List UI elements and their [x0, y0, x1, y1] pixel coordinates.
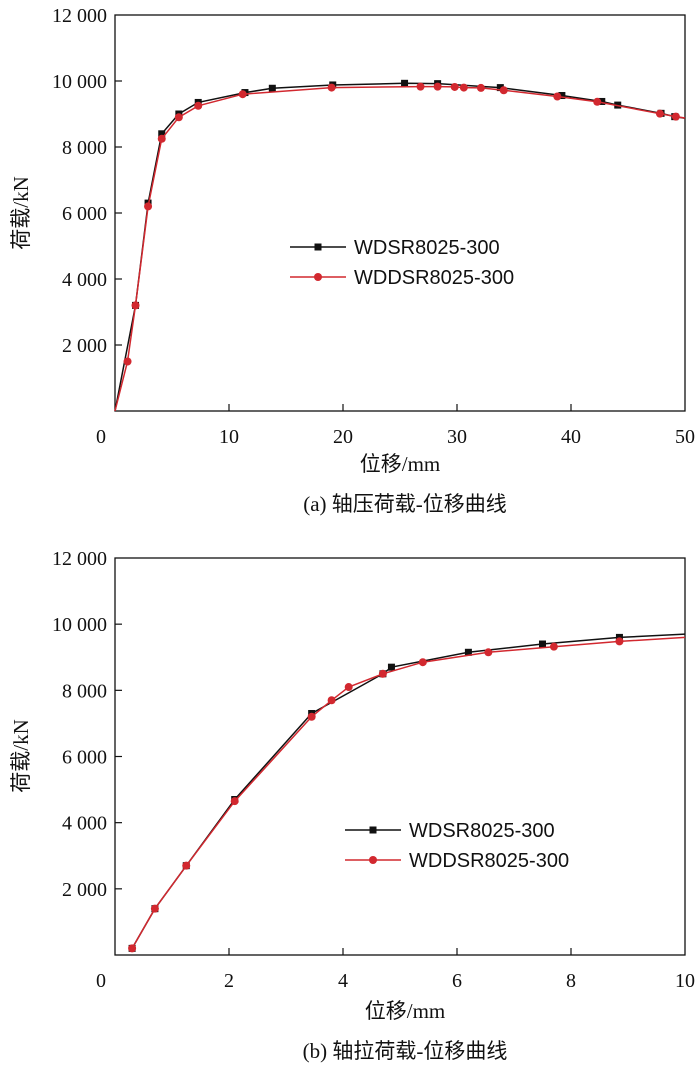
chart-a-legend-label-2: WDDSR8025-300: [354, 267, 514, 289]
chart-b-legend-label-1: WDSR8025-300: [409, 820, 555, 842]
chart-a-series: [114, 79, 686, 412]
chart-b-legend-marker-2: [369, 856, 377, 864]
chart-a-series-2-line: [114, 85, 686, 412]
chart-a: 0 10 20 30 40 50 2 000 4 000 6 000 8 000 10 000 12 …: [9, 5, 695, 516]
chart-a-series-2-point: [238, 90, 247, 99]
chart-a-series-2-point: [671, 112, 680, 121]
chart-b-xtick-label: 4: [338, 970, 348, 992]
chart-a-xlabel: 位移/mm: [360, 452, 441, 476]
chart-a-series-1-point: [598, 97, 606, 105]
chart-a-series-2-point: [450, 82, 459, 91]
chart-a-series-1-point: [496, 84, 504, 92]
chart-b-series-2-point: [182, 861, 191, 870]
chart-a-series-1-point: [401, 79, 409, 87]
chart-a-series-2-point: [655, 109, 664, 118]
chart-b-xtick-label: 8: [566, 970, 576, 992]
chart-a-xtick-label: 30: [447, 426, 467, 448]
chart-a-ytick-label: 6 000: [62, 203, 107, 225]
chart-a-series-1-point: [158, 130, 166, 138]
chart-a-legend: WDSR8025-300 WDDSR8025-300: [290, 237, 514, 289]
chart-a-series-2-point: [123, 357, 132, 366]
chart-b-ytick-label: 6 000: [62, 747, 107, 769]
chart-a-legend-marker-2: [314, 273, 322, 281]
chart-b-xtick-label: 6: [452, 970, 462, 992]
chart-a-plot-frame: [114, 14, 686, 412]
chart-a-xtick-label: 0: [96, 426, 106, 448]
chart-b-xtick-label: 10: [675, 970, 695, 992]
chart-a-xtick-label: 20: [333, 426, 353, 448]
chart-b-ytick-label: 2 000: [62, 879, 107, 901]
chart-a-xtick-label: 40: [561, 426, 581, 448]
chart-a-series-2-point: [593, 97, 602, 106]
chart-a-series-2-point: [416, 82, 425, 91]
chart-b-series-2-point: [378, 669, 387, 678]
chart-b-ticks: 0 2 4 6 8 10 2 000 4 000 6 000 8 000 10 000 12 000: [52, 548, 695, 992]
chart-b-series: [128, 633, 686, 953]
chart-a-ytick-label: 2 000: [62, 335, 107, 357]
chart-a-legend-label-1: WDSR8025-300: [354, 237, 500, 259]
chart-a-ytick-label: 8 000: [62, 137, 107, 159]
chart-b-legend-label-2: WDDSR8025-300: [409, 850, 569, 872]
chart-b-series-2-point: [150, 904, 159, 913]
chart-b-series-2-point: [128, 944, 137, 953]
chart-a-ytick-label: 4 000: [62, 269, 107, 291]
chart-a-ylabel: 荷载/kN: [9, 176, 33, 250]
chart-b-series-1-point: [464, 648, 472, 656]
chart-a-xtick-label: 50: [675, 426, 695, 448]
chart-a-caption: (a) 轴压荷载-位移曲线: [303, 492, 507, 516]
chart-b-ytick-label: 10 000: [52, 614, 107, 636]
chart-b-xlabel: 位移/mm: [365, 999, 446, 1023]
chart-b-series-1-line: [131, 633, 686, 949]
chart-a-series-2-point: [499, 86, 508, 95]
chart-a-series-1-point: [268, 84, 276, 92]
chart-a-series-2-point: [174, 113, 183, 122]
chart-b-xtick-label: 2: [224, 970, 234, 992]
chart-b-series-2-line: [131, 636, 686, 949]
chart-a-ticks: 0 10 20 30 40 50 2 000 4 000 6 000 8 000 10 000 12 …: [52, 5, 695, 448]
chart-a-series-2-point: [194, 101, 203, 110]
chart-b-series-2-point: [418, 658, 427, 667]
chart-b-ytick-label: 12 000: [52, 548, 107, 570]
chart-a-ytick-label: 12 000: [52, 5, 107, 27]
chart-a-series-2-point: [433, 82, 442, 91]
chart-b-ytick-label: 4 000: [62, 813, 107, 835]
chart-a-ytick-label: 10 000: [52, 71, 107, 93]
chart-b-caption: (b) 轴拉荷载-位移曲线: [303, 1039, 508, 1063]
chart-a-series-2-point: [327, 83, 336, 92]
chart-b-series-2-point: [344, 683, 353, 692]
chart-b-series-2-point: [230, 797, 239, 806]
chart-a-series-2-point: [476, 83, 485, 92]
chart-b-legend-marker-1: [369, 826, 377, 834]
chart-a-series-1-point: [558, 92, 566, 100]
chart-b-legend: WDSR8025-300 WDDSR8025-300: [345, 820, 569, 872]
chart-b-series-2-point: [307, 712, 316, 721]
chart-b-series-2-point: [327, 696, 336, 705]
chart-a-legend-marker-1: [314, 243, 322, 251]
chart-b-series-1-point: [539, 640, 546, 648]
chart-b-xtick-label: 0: [96, 970, 106, 992]
chart-a-series-2-point: [157, 134, 166, 143]
chart-a-xtick-label: 10: [219, 426, 239, 448]
chart-a-series-2-point: [459, 83, 468, 92]
chart-a-series-2-point: [131, 301, 140, 310]
chart-b-series-2-point: [549, 642, 558, 651]
chart-a-series-2-point: [553, 92, 562, 101]
chart-b-ylabel: 荷载/kN: [9, 719, 33, 793]
chart-a-series-2-point: [144, 202, 153, 211]
chart-b-plot-frame: [114, 557, 686, 956]
chart-b-series-2-point: [615, 637, 624, 646]
chart-b-ytick-label: 8 000: [62, 680, 107, 702]
chart-b-series-1-point: [387, 663, 395, 671]
chart-b-series-2-point: [484, 648, 493, 657]
